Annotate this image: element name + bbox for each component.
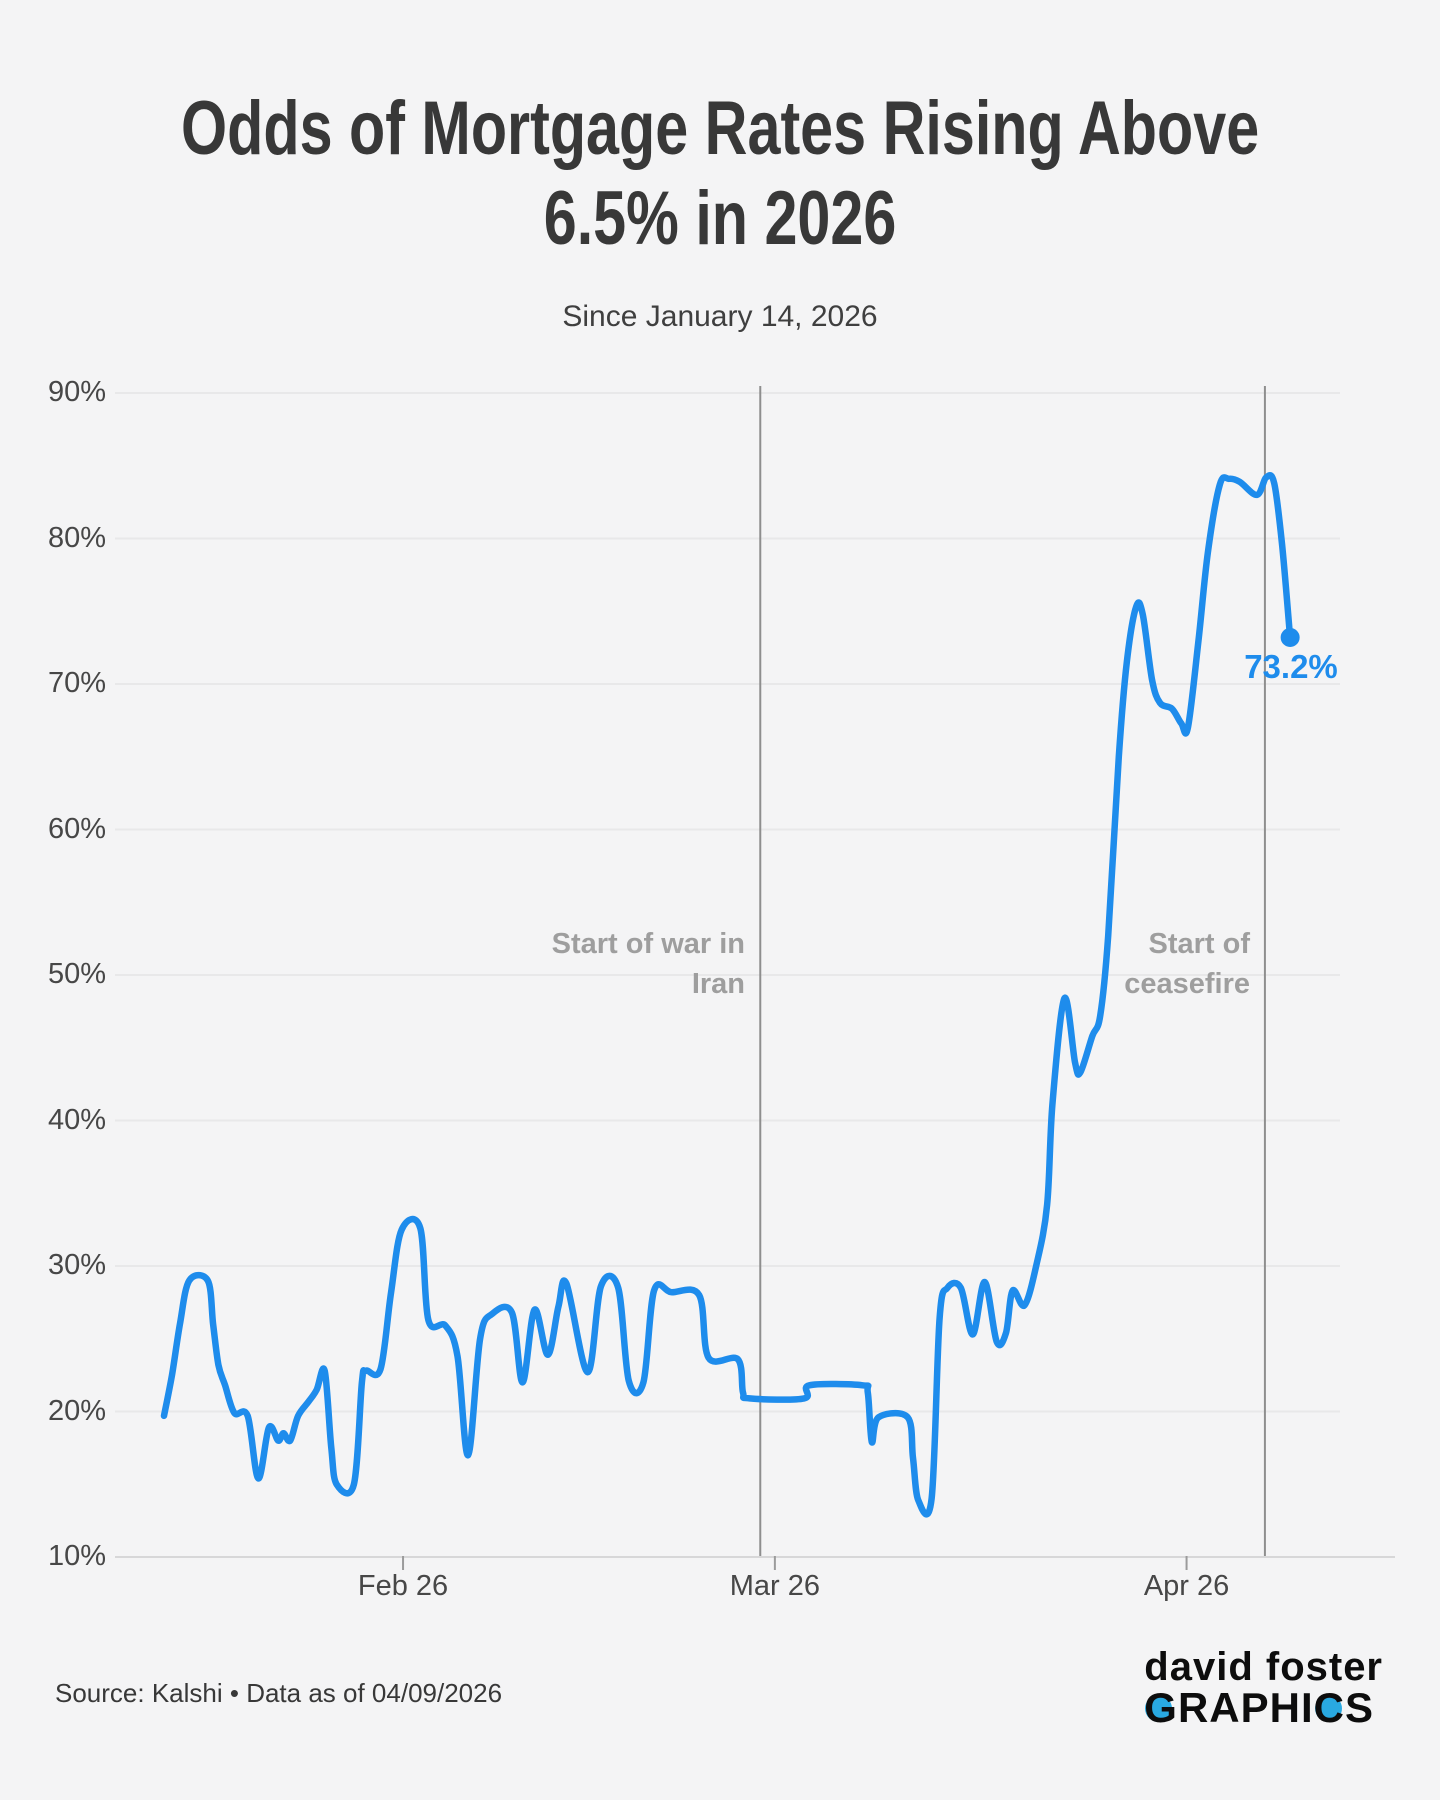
y-axis-label: 30% — [47, 1249, 106, 1281]
y-axis-label: 80% — [47, 521, 106, 554]
series-line — [160, 472, 1294, 1518]
x-axis-label: Mar 26 — [729, 1570, 820, 1602]
y-axis-label: 60% — [47, 812, 106, 845]
annotation-ceasefire-line2: ceasefire — [1124, 968, 1250, 1000]
chart-title: Odds of Mortgage Rates Rising Above 6.5%… — [0, 84, 1440, 264]
x-axis-label: Apr 26 — [1143, 1570, 1230, 1602]
annotation-war-line1: Start of war in — [551, 928, 745, 960]
chart-subtitle: Since January 14, 2026 — [562, 300, 878, 333]
brand-logo: david foster GRAPHICS — [1144, 1646, 1383, 1730]
source-note: Source: Kalshi • Data as of 04/09/2026 — [55, 1678, 503, 1708]
y-axis-label: 20% — [47, 1394, 106, 1427]
brand-logo-s: S — [1344, 1684, 1374, 1731]
brand-logo-graphics: GRAPHICS — [1144, 1686, 1383, 1730]
y-axis-label: 40% — [47, 1103, 106, 1136]
y-axis-label: 70% — [47, 667, 106, 699]
brand-logo-name: david foster — [1144, 1645, 1383, 1689]
chart-title-line2: 6.5% in 2026 — [543, 176, 897, 261]
annotation-war-line2: Iran — [691, 968, 745, 1000]
end-value-label: 73.2% — [1244, 648, 1338, 685]
y-axis-label: 90% — [47, 376, 106, 408]
annotation-war-start: Start of war in Iran — [552, 924, 745, 1004]
annotation-ceasefire-line1: Start of — [1148, 928, 1251, 960]
y-axis-label: 50% — [47, 958, 106, 990]
brand-logo-raphi: RAPHI — [1177, 1684, 1314, 1731]
end-dot — [1280, 627, 1300, 647]
annotation-ceasefire-start: Start of ceasefire — [1124, 924, 1250, 1004]
x-axis-label: Feb 26 — [357, 1570, 449, 1602]
logo-c-pacman-icon: C — [1313, 1684, 1345, 1731]
y-axis-label: 10% — [47, 1540, 106, 1572]
logo-g-pacman-icon: G — [1144, 1684, 1178, 1731]
chart-title-line1: Odds of Mortgage Rates Rising Above — [180, 86, 1260, 171]
